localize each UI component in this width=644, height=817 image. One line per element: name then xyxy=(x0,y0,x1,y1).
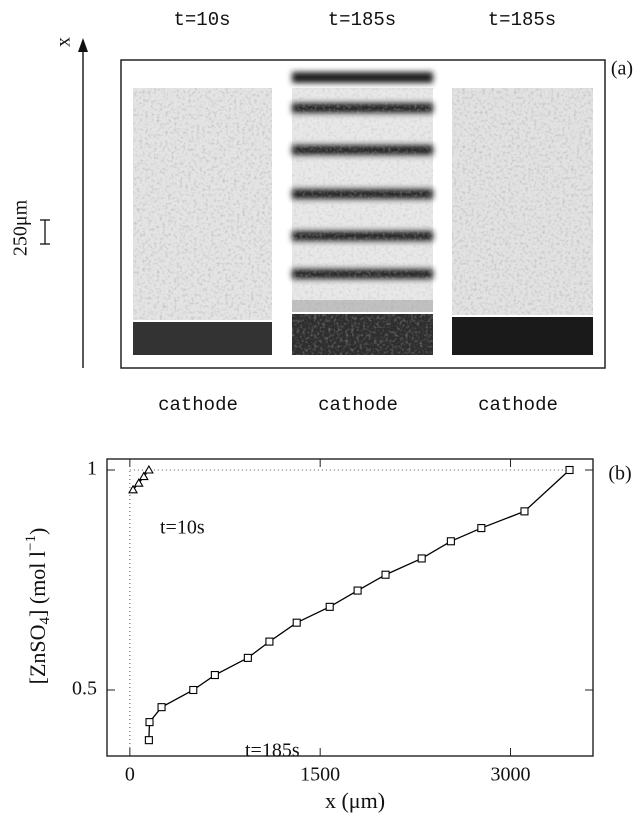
y-label-part: ) xyxy=(25,528,50,535)
marker xyxy=(381,570,390,579)
marker xyxy=(565,465,574,475)
image-3 xyxy=(452,88,593,355)
marker xyxy=(243,653,252,662)
marker xyxy=(417,554,426,563)
marker xyxy=(265,637,274,646)
marker xyxy=(446,537,455,546)
y-label-part: ] (mol l xyxy=(25,551,50,617)
marker xyxy=(128,484,138,494)
caption: cathode xyxy=(478,394,558,416)
y-label-part: 4 xyxy=(37,616,53,624)
marker xyxy=(145,718,154,727)
x-axis-label: x (μm) xyxy=(325,788,385,813)
x-tick-label: 0 xyxy=(125,764,135,786)
x-arrow-label: x xyxy=(53,37,75,47)
image-1 xyxy=(133,88,272,355)
y-label-part: [ZnSO xyxy=(25,624,50,684)
marker xyxy=(210,670,219,680)
series-line xyxy=(148,469,570,741)
scale-label: 250μm xyxy=(10,199,32,256)
marker xyxy=(477,524,486,533)
marker xyxy=(292,618,301,627)
marker xyxy=(520,507,529,516)
marker xyxy=(353,586,362,595)
x-tick-label: 3000 xyxy=(491,764,531,786)
x-tick-label: 1500 xyxy=(300,764,340,786)
series-annotation: t=185s xyxy=(245,740,300,762)
y-tick-label: 0.5 xyxy=(72,678,97,700)
marker xyxy=(325,602,334,611)
caption: cathode xyxy=(318,394,398,416)
plot-frame xyxy=(106,458,594,757)
scale-bar xyxy=(40,219,50,245)
time-label: t=185s xyxy=(328,9,396,31)
panel-frame xyxy=(120,59,606,369)
time-label: t=10s xyxy=(173,9,230,31)
arrow-head xyxy=(78,38,88,52)
panel-label: (a) xyxy=(611,58,633,80)
y-axis-label: [ZnSO4] (mol l−1) xyxy=(23,528,53,685)
series-annotation: t=10s xyxy=(160,517,205,539)
marker xyxy=(144,736,153,745)
time-label: t=185s xyxy=(488,9,556,31)
marker xyxy=(138,471,149,481)
caption: cathode xyxy=(158,394,238,416)
image-2 xyxy=(292,72,433,355)
y-label-part: −1 xyxy=(23,535,39,551)
marker xyxy=(189,685,198,695)
marker xyxy=(157,703,166,712)
y-tick-label: 1 xyxy=(87,458,97,480)
panel-label: (b) xyxy=(608,463,631,485)
marker xyxy=(143,464,154,474)
marker xyxy=(133,478,144,487)
